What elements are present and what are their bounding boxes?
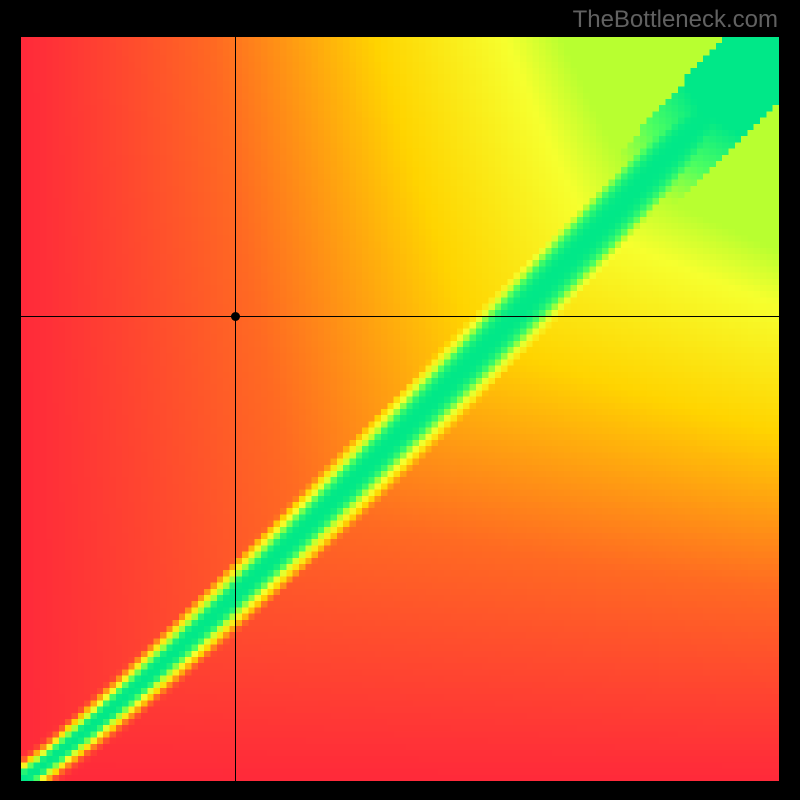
crosshair-marker: [231, 312, 240, 321]
chart-container: { "watermark": { "text": "TheBottleneck.…: [0, 0, 800, 800]
crosshair-horizontal: [21, 316, 779, 317]
crosshair-vertical: [235, 37, 236, 781]
bottleneck-heatmap: [21, 37, 779, 781]
watermark-text: TheBottleneck.com: [573, 6, 778, 34]
